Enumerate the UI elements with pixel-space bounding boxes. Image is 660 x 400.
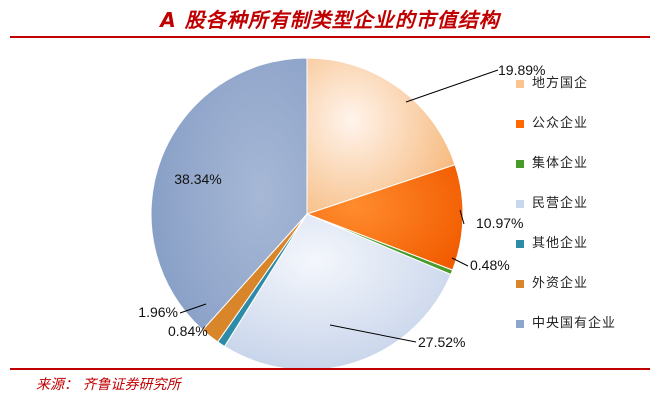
legend-swatch-icon	[516, 320, 524, 328]
legend-label: 其他企业	[532, 236, 589, 251]
pie-slice-2	[305, 164, 464, 271]
legend-swatch-icon	[516, 280, 524, 288]
legend-item-4: 民营企业	[516, 194, 636, 234]
legend-item-3: 集体企业	[516, 154, 636, 194]
legend-label: 外资企业	[532, 276, 589, 291]
legend-item-7: 中央国有企业	[516, 314, 636, 354]
legend-label: 集体企业	[532, 156, 589, 171]
slice-label-3: 0.48%	[470, 257, 510, 273]
slice-label-6: 1.96%	[138, 304, 178, 320]
legend-label: 地方国企	[532, 76, 589, 91]
legend-swatch-icon	[516, 240, 524, 248]
pie-slice-4	[223, 213, 452, 371]
pie-slice-1	[306, 57, 456, 215]
pie-slice-7	[150, 57, 308, 331]
legend-item-1: 地方国企	[516, 74, 636, 114]
leader-line-4	[329, 324, 417, 343]
source-divider	[10, 368, 650, 370]
slice-label-4: 27.52%	[418, 334, 465, 350]
legend-label: 公众企业	[532, 116, 589, 131]
legend-swatch-icon	[516, 200, 524, 208]
legend-swatch-icon	[516, 80, 524, 88]
legend-item-2: 公众企业	[516, 114, 636, 154]
leader-line-3	[451, 257, 469, 267]
leader-line-6	[179, 303, 207, 314]
legend-swatch-icon	[516, 120, 524, 128]
legend-swatch-icon	[516, 160, 524, 168]
slice-label-1: 19.89%	[498, 62, 545, 78]
legend: 地方国企公众企业集体企业民营企业其他企业外资企业中央国有企业	[516, 74, 636, 354]
legend-label: 中央国有企业	[532, 316, 617, 331]
leader-line-2	[459, 209, 465, 225]
source-note: 来源： 齐鲁证券研究所	[36, 377, 181, 393]
slice-label-5: 0.84%	[168, 323, 208, 339]
leader-line-1	[405, 69, 499, 103]
chart-title: A 股各种所有制类型企业的市值结构	[160, 8, 500, 32]
title-divider	[10, 36, 650, 38]
legend-item-5: 其他企业	[516, 234, 636, 274]
slice-label-7: 38.34%	[174, 171, 221, 187]
legend-label: 民营企业	[532, 196, 589, 211]
legend-item-6: 外资企业	[516, 274, 636, 314]
slice-label-2: 10.97%	[476, 215, 523, 231]
